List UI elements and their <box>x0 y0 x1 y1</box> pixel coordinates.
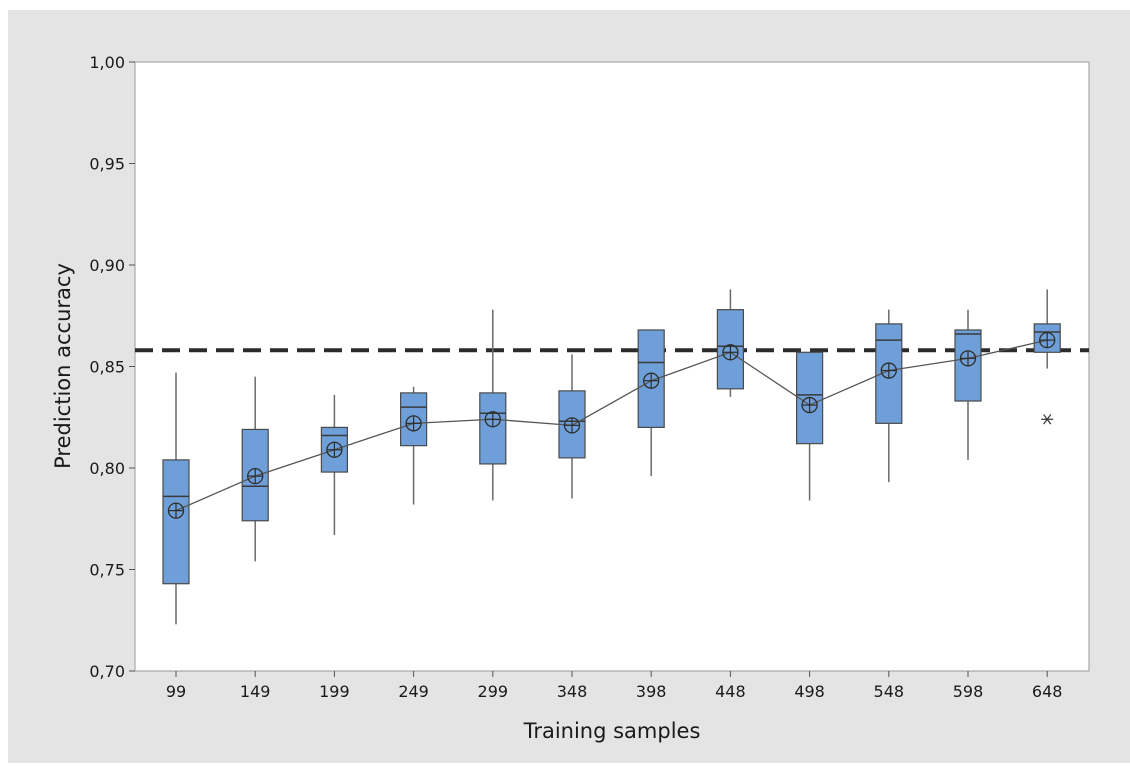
x-axis: 99 149 199 249 299 348 398 448 498 548 598 648 <box>166 671 1063 701</box>
mean-marker <box>563 417 581 434</box>
mean-connect-line <box>175 339 1048 512</box>
x-tick-label: 448 <box>715 682 746 701</box>
x-tick-label: 249 <box>398 682 429 701</box>
x-tick-label: 149 <box>240 682 271 701</box>
y-tick-label: 0,85 <box>89 358 125 377</box>
y-tick-label: 0,70 <box>89 662 125 681</box>
y-tick-label: 0,75 <box>89 561 125 580</box>
mean-marker <box>167 502 185 519</box>
outlier-stroke <box>1043 414 1052 425</box>
x-tick-label: 398 <box>636 682 667 701</box>
x-tick-label: 498 <box>794 682 825 701</box>
outlier-marker <box>1041 414 1054 425</box>
mean-marker <box>801 396 818 414</box>
x-tick-label: 598 <box>953 682 984 701</box>
y-tick-label: 1,00 <box>89 53 125 72</box>
box-iqr <box>162 459 190 585</box>
mean-marker <box>1039 331 1056 349</box>
mean-marker <box>247 467 264 485</box>
x-tick-label: 648 <box>1032 682 1063 701</box>
mean-marker <box>643 372 660 389</box>
mean-marker <box>880 362 897 379</box>
mean-marker <box>405 415 422 432</box>
plot-area <box>134 61 1090 672</box>
x-axis-label: Training samples <box>523 719 701 743</box>
box-iqr <box>479 392 507 465</box>
y-axis: 0,70 0,75 0,80 0,85 0,90 0,95 1,00 <box>89 53 135 681</box>
mean-marker <box>722 344 739 361</box>
box-99 <box>162 372 190 625</box>
mean-marker <box>484 411 501 428</box>
mean-marker <box>959 350 977 367</box>
x-tick-label: 548 <box>874 682 905 701</box>
x-tick-label: 348 <box>557 682 588 701</box>
mean-markers-layer <box>167 331 1056 519</box>
y-tick-label: 0,80 <box>89 459 125 478</box>
x-tick-label: 199 <box>319 682 350 701</box>
y-axis-label: Prediction accuracy <box>51 263 75 469</box>
mean-marker <box>326 441 343 458</box>
y-tick-label: 0,95 <box>89 155 125 174</box>
y-tick-label: 0,90 <box>89 256 125 275</box>
box-299 <box>479 309 507 501</box>
x-tick-label: 99 <box>166 682 186 701</box>
x-tick-label: 299 <box>478 682 509 701</box>
